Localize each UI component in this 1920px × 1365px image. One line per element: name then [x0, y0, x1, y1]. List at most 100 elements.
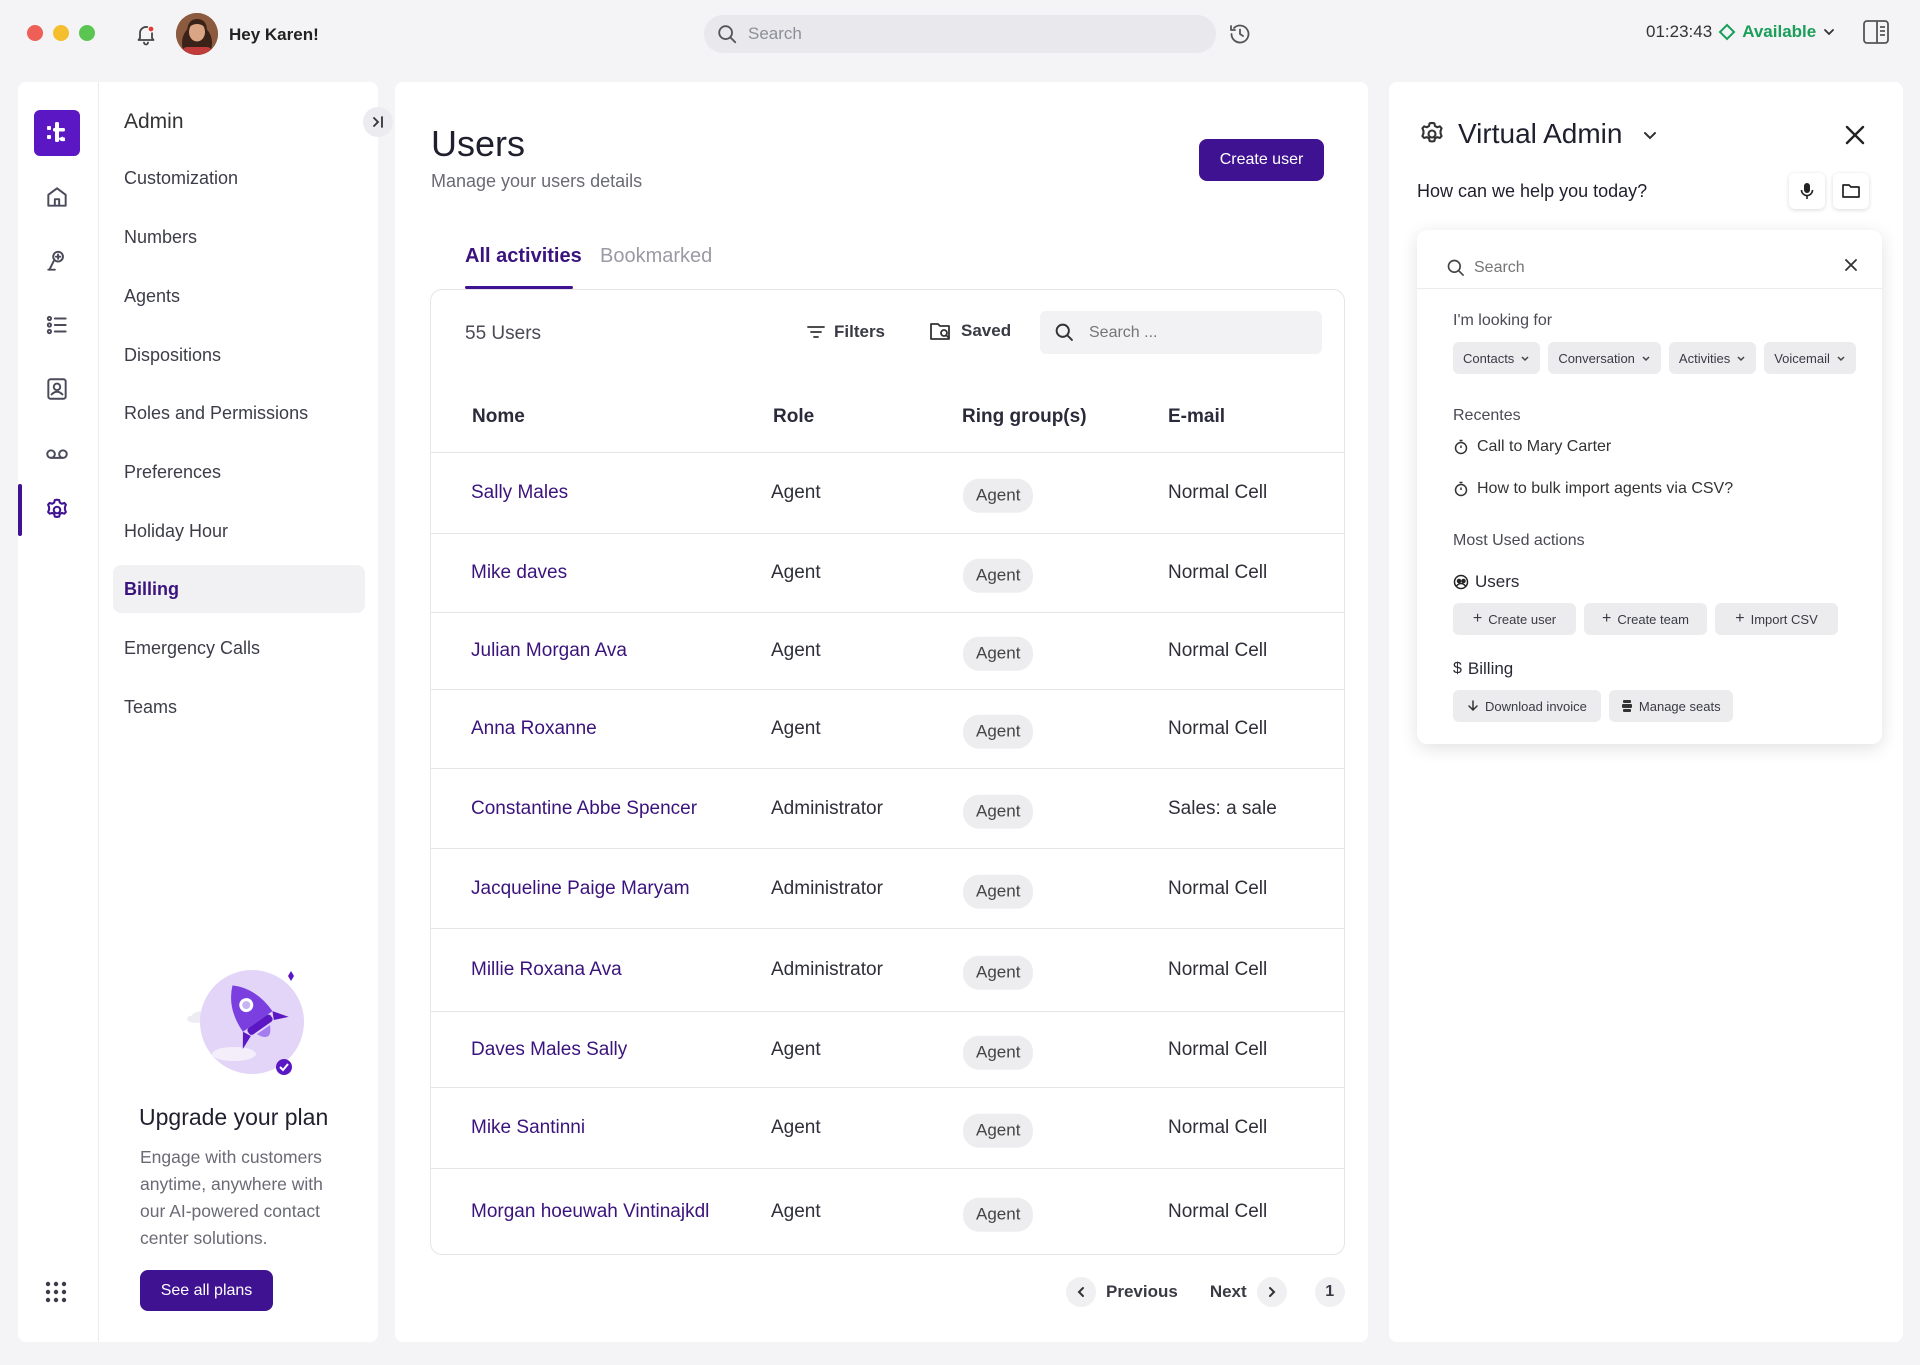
table-row[interactable]: Mike daves Agent Agent Normal Cell — [431, 533, 1344, 612]
table-row[interactable]: Anna Roxanne Agent Agent Normal Cell — [431, 689, 1344, 768]
column-header-email[interactable]: E-mail — [1168, 406, 1226, 427]
column-header-name[interactable]: Nome — [472, 406, 525, 427]
user-name-link[interactable]: Mike daves — [471, 562, 568, 583]
page-number[interactable]: 1 — [1314, 1277, 1345, 1307]
contacts-icon[interactable] — [44, 376, 70, 402]
collapse-sidebar-button[interactable] — [363, 107, 393, 137]
avatar[interactable] — [176, 13, 218, 55]
table-row[interactable]: Mike Santinni Agent Agent Normal Cell — [431, 1087, 1344, 1168]
table-row[interactable]: Millie Roxana Ava Administrator Agent Norma… — [431, 928, 1344, 1011]
sidebar-item-teams[interactable]: Teams — [113, 683, 365, 731]
chip-voicemail[interactable]: Voicemail — [1764, 342, 1856, 374]
download-invoice-action[interactable]: Download invoice — [1453, 690, 1601, 722]
chip-conversation[interactable]: Conversation — [1548, 342, 1661, 374]
maximize-window-button[interactable] — [79, 25, 95, 41]
history-icon[interactable] — [1228, 22, 1252, 46]
dollar-icon: $ — [1453, 660, 1462, 677]
user-name-link[interactable]: Mike Santinni — [471, 1117, 586, 1138]
manage-seats-action[interactable]: Manage seats — [1608, 690, 1733, 722]
sidebar-item-preferences[interactable]: Preferences — [113, 448, 365, 496]
minimize-window-button[interactable] — [53, 25, 69, 41]
user-name-link[interactable]: Julian Morgan Ava — [471, 640, 627, 661]
column-header-ring-groups[interactable]: Ring group(s) — [962, 406, 1087, 427]
sidebar-title: Admin — [124, 110, 184, 133]
next-page-button[interactable]: Next — [1209, 1282, 1247, 1301]
ring-group-badge: Agent — [963, 955, 1034, 990]
user-name-link[interactable]: Anna Roxanne — [471, 718, 597, 739]
table-search-input[interactable] — [1089, 323, 1309, 342]
global-search[interactable] — [704, 15, 1216, 53]
chevron-right-icon[interactable] — [1256, 1277, 1287, 1307]
user-name-link[interactable]: Jacqueline Paige Maryam — [471, 877, 690, 899]
ring-group-badge: Agent — [963, 1113, 1034, 1148]
saved-button[interactable]: Saved — [929, 320, 1011, 342]
home-icon[interactable] — [44, 184, 70, 210]
sidebar-item-dispositions[interactable]: Dispositions — [113, 331, 365, 379]
tab-bookmarked[interactable]: Bookmarked — [600, 245, 713, 267]
search-icon — [716, 23, 738, 45]
table-search[interactable] — [1040, 311, 1322, 354]
users-icon — [1453, 574, 1469, 590]
user-email: Normal Cell — [1168, 877, 1268, 899]
settings-gear-icon[interactable] — [44, 497, 70, 523]
create-user-action[interactable]: + Create user — [1453, 603, 1576, 635]
panel-toggle-icon[interactable] — [1862, 19, 1890, 45]
sidebar-item-label: Holiday Hour — [124, 520, 229, 541]
chip-contacts[interactable]: Contacts — [1453, 342, 1541, 374]
previous-page-button[interactable]: Previous — [1106, 1282, 1178, 1301]
close-window-button[interactable] — [27, 25, 43, 41]
user-name-link[interactable]: Sally Males — [471, 482, 569, 503]
user-role: Agent — [771, 1200, 821, 1222]
app-logo[interactable] — [34, 110, 80, 156]
sidebar-item-customization[interactable]: Customization — [113, 154, 365, 202]
list-icon[interactable] — [44, 312, 70, 338]
recent-item[interactable]: How to bulk import agents via CSV? — [1453, 480, 1733, 498]
virtual-admin-title: Virtual Admin — [1458, 118, 1623, 149]
see-all-plans-button[interactable]: See all plans — [140, 1270, 273, 1311]
va-search-input[interactable] — [1474, 259, 1814, 277]
tab-all-activities[interactable]: All activities — [465, 245, 582, 267]
chevron-down-icon[interactable] — [1822, 25, 1836, 39]
user-email: Normal Cell — [1168, 640, 1268, 661]
clear-search-icon[interactable] — [1845, 259, 1857, 271]
sidebar-item-agents[interactable]: Agents — [113, 272, 365, 320]
table-row[interactable]: Constantine Abbe Spencer Administrator Age… — [431, 768, 1344, 848]
notification-bell-icon[interactable] — [134, 22, 158, 46]
voicemail-icon[interactable] — [44, 440, 70, 466]
looking-for-label: I'm looking for — [1453, 312, 1553, 329]
user-name-link[interactable]: Constantine Abbe Spencer — [471, 797, 698, 819]
create-team-action[interactable]: + Create team — [1584, 603, 1707, 635]
va-search[interactable] — [1446, 248, 1866, 288]
chevron-down-icon[interactable] — [1641, 126, 1659, 144]
close-icon[interactable] — [1843, 123, 1867, 147]
sidebar-item-holiday-hour[interactable]: Holiday Hour — [113, 507, 365, 555]
user-email: Normal Cell — [1168, 718, 1268, 739]
chip-activities[interactable]: Activities — [1668, 342, 1757, 374]
table-row[interactable]: Daves Males Sally Agent Agent Normal Cell — [431, 1011, 1344, 1087]
conversations-icon[interactable] — [44, 248, 70, 274]
table-row[interactable]: Julian Morgan Ava Agent Agent Normal Cell — [431, 612, 1344, 689]
apps-grid-icon[interactable] — [44, 1280, 68, 1304]
user-role: Agent — [771, 482, 821, 503]
recent-item[interactable]: Call to Mary Carter — [1453, 438, 1611, 456]
microphone-button[interactable] — [1789, 173, 1825, 209]
table-row[interactable]: Morgan hoeuwah Vintinajkdl Agent Agent Norm… — [431, 1168, 1344, 1254]
status-dropdown[interactable]: Available — [1742, 22, 1817, 41]
page-subtitle: Manage your users details — [431, 171, 643, 191]
create-user-button[interactable]: Create user — [1199, 139, 1324, 181]
import-csv-action[interactable]: + Import CSV — [1715, 603, 1838, 635]
global-search-input[interactable] — [748, 24, 1188, 44]
table-row[interactable]: Sally Males Agent Agent Normal Cell — [431, 452, 1344, 533]
sidebar-item-roles-permissions[interactable]: Roles and Permissions — [113, 389, 365, 437]
chevron-left-icon[interactable] — [1066, 1277, 1096, 1307]
sidebar-item-emergency-calls[interactable]: Emergency Calls — [113, 624, 365, 672]
filters-button[interactable]: Filters — [806, 322, 885, 342]
user-name-link[interactable]: Millie Roxana Ava — [471, 959, 622, 980]
column-header-role[interactable]: Role — [773, 406, 815, 427]
table-row[interactable]: Jacqueline Paige Maryam Administrator Agen… — [431, 848, 1344, 928]
sidebar-item-billing[interactable]: Billing — [113, 565, 365, 613]
user-name-link[interactable]: Morgan hoeuwah Vintinajkdl — [471, 1200, 710, 1222]
user-name-link[interactable]: Daves Males Sally — [471, 1038, 628, 1060]
sidebar-item-numbers[interactable]: Numbers — [113, 213, 365, 261]
folder-button[interactable] — [1833, 173, 1869, 209]
